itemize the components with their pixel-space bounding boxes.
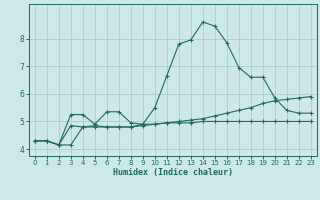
X-axis label: Humidex (Indice chaleur): Humidex (Indice chaleur) [113,168,233,177]
